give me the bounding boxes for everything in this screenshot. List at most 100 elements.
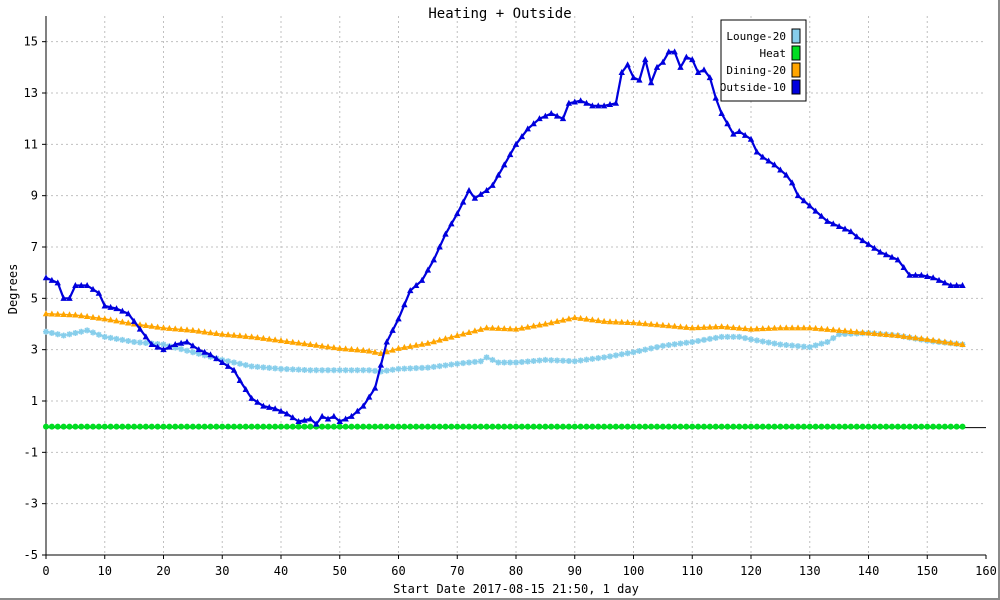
data-point-lounge-20 bbox=[360, 367, 367, 374]
data-point-dining-20 bbox=[947, 339, 954, 346]
data-point-outside-10 bbox=[947, 282, 954, 288]
data-point-heat bbox=[665, 423, 672, 430]
data-point-dining-20 bbox=[236, 332, 244, 339]
data-point-dining-20 bbox=[865, 329, 872, 336]
data-point-lounge-20 bbox=[84, 327, 91, 334]
data-point-heat bbox=[266, 423, 273, 430]
data-point-heat bbox=[354, 423, 361, 430]
data-point-outside-10 bbox=[54, 279, 61, 286]
data-point-heat bbox=[289, 423, 296, 430]
data-point-lounge-20 bbox=[654, 344, 660, 351]
data-point-heat bbox=[765, 423, 772, 430]
data-point-dining-20 bbox=[365, 347, 373, 354]
data-point-lounge-20 bbox=[812, 342, 819, 349]
data-point-heat bbox=[689, 423, 696, 430]
data-point-heat bbox=[883, 423, 890, 430]
data-point-heat bbox=[636, 423, 643, 430]
data-point-dining-20 bbox=[348, 345, 355, 352]
data-point-heat bbox=[536, 423, 543, 430]
data-point-lounge-20 bbox=[330, 367, 337, 374]
data-point-heat bbox=[319, 423, 326, 430]
data-point-outside-10 bbox=[812, 207, 819, 214]
data-point-lounge-20 bbox=[466, 359, 472, 366]
data-point-lounge-20 bbox=[577, 357, 584, 364]
data-point-lounge-20 bbox=[289, 366, 296, 373]
data-point-outside-10 bbox=[929, 274, 937, 281]
data-point-heat bbox=[724, 423, 731, 430]
data-point-dining-20 bbox=[78, 312, 85, 319]
y-tick-label: 5 bbox=[31, 291, 38, 305]
data-point-dining-20 bbox=[653, 321, 661, 328]
data-point-heat bbox=[84, 423, 91, 430]
legend-label: Heat bbox=[760, 47, 787, 60]
data-point-outside-10 bbox=[618, 68, 625, 75]
data-point-lounge-20 bbox=[824, 338, 831, 345]
data-point-lounge-20 bbox=[595, 355, 602, 362]
data-point-lounge-20 bbox=[178, 346, 185, 353]
data-point-dining-20 bbox=[929, 336, 937, 343]
data-point-outside-10 bbox=[888, 253, 896, 260]
data-point-dining-20 bbox=[718, 323, 725, 330]
data-point-heat bbox=[442, 423, 449, 430]
data-point-lounge-20 bbox=[442, 362, 449, 369]
data-point-dining-20 bbox=[342, 345, 349, 352]
data-point-lounge-20 bbox=[583, 356, 590, 363]
series-line-dining-20 bbox=[45, 313, 963, 355]
data-point-outside-10 bbox=[113, 305, 120, 312]
data-point-outside-10 bbox=[730, 130, 737, 137]
data-point-outside-10 bbox=[348, 412, 355, 419]
data-point-lounge-20 bbox=[542, 356, 549, 363]
data-point-dining-20 bbox=[959, 341, 966, 348]
data-point-dining-20 bbox=[548, 319, 555, 326]
y-tick-label: -3 bbox=[24, 497, 38, 511]
data-point-outside-10 bbox=[248, 394, 255, 401]
data-point-lounge-20 bbox=[518, 358, 525, 365]
data-point-heat bbox=[436, 423, 443, 430]
series-heat bbox=[43, 423, 966, 430]
data-point-lounge-20 bbox=[665, 342, 672, 349]
data-point-lounge-20 bbox=[236, 360, 243, 367]
data-point-lounge-20 bbox=[48, 329, 55, 336]
data-point-outside-10 bbox=[553, 112, 561, 119]
data-point-dining-20 bbox=[183, 326, 191, 333]
data-point-dining-20 bbox=[160, 324, 167, 331]
data-point-lounge-20 bbox=[648, 345, 655, 352]
data-point-lounge-20 bbox=[260, 364, 267, 371]
data-point-heat bbox=[272, 423, 279, 430]
data-point-dining-20 bbox=[630, 319, 637, 326]
data-point-lounge-20 bbox=[113, 335, 120, 342]
data-point-outside-10 bbox=[430, 256, 437, 263]
grid bbox=[46, 16, 986, 556]
data-point-heat bbox=[507, 423, 514, 430]
data-point-outside-10 bbox=[95, 289, 103, 296]
data-point-lounge-20 bbox=[565, 357, 572, 364]
data-point-dining-20 bbox=[471, 327, 479, 334]
data-point-heat bbox=[624, 423, 631, 430]
data-point-outside-10 bbox=[694, 68, 702, 75]
data-point-outside-10 bbox=[906, 271, 913, 278]
data-point-dining-20 bbox=[72, 311, 79, 318]
data-point-lounge-20 bbox=[201, 352, 208, 359]
data-point-lounge-20 bbox=[624, 350, 631, 357]
data-point-outside-10 bbox=[160, 346, 167, 353]
data-point-heat bbox=[495, 423, 502, 430]
data-point-outside-10 bbox=[953, 282, 960, 288]
data-point-outside-10 bbox=[283, 410, 291, 417]
data-point-heat bbox=[95, 423, 102, 430]
data-point-dining-20 bbox=[542, 320, 549, 327]
x-tick-label: 90 bbox=[568, 564, 582, 578]
data-point-heat bbox=[771, 423, 778, 430]
data-point-lounge-20 bbox=[189, 349, 196, 356]
data-point-lounge-20 bbox=[601, 354, 608, 361]
data-point-lounge-20 bbox=[419, 364, 425, 371]
data-point-outside-10 bbox=[548, 110, 555, 117]
x-tick-label: 0 bbox=[42, 564, 49, 578]
data-point-heat bbox=[542, 423, 549, 430]
data-point-lounge-20 bbox=[718, 333, 725, 340]
data-point-dining-20 bbox=[318, 342, 326, 349]
data-point-heat bbox=[119, 423, 126, 430]
data-point-dining-20 bbox=[48, 310, 56, 317]
data-point-heat bbox=[842, 423, 848, 430]
data-point-outside-10 bbox=[42, 274, 50, 281]
data-point-dining-20 bbox=[577, 314, 584, 321]
